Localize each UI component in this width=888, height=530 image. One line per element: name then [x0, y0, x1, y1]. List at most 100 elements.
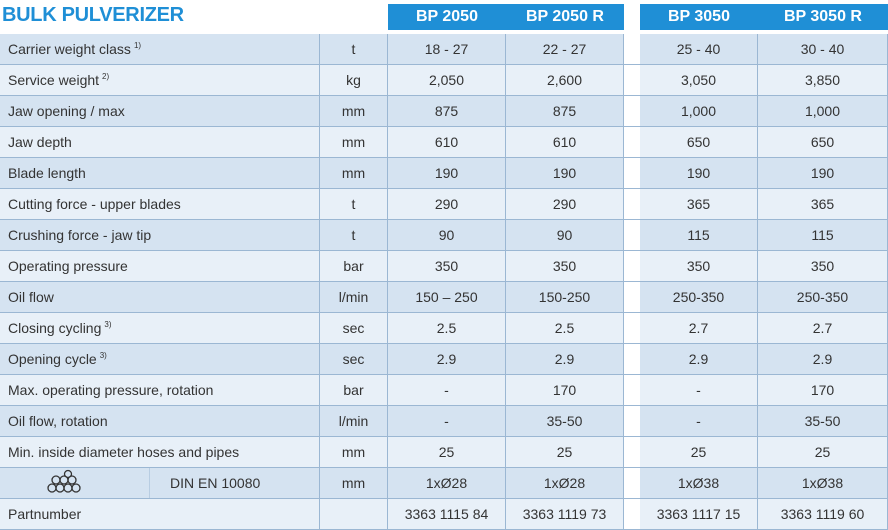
value-cell: 290: [388, 189, 506, 219]
value-cell: 875: [506, 96, 624, 126]
unit: t: [320, 220, 388, 250]
unit: l/min: [320, 406, 388, 436]
value-cell: 1xØ38: [758, 468, 888, 498]
value-cell: 90: [388, 220, 506, 250]
value-cell: 190: [640, 158, 758, 188]
unit: sec: [320, 344, 388, 374]
value-cell: 2.7: [640, 313, 758, 343]
value-cell: 25 - 40: [640, 34, 758, 64]
value-cell: 1xØ38: [640, 468, 758, 498]
value-cell: -: [640, 375, 758, 405]
value-cell: 2.5: [506, 313, 624, 343]
row-label: Jaw depth: [0, 127, 320, 157]
value-cell: 875: [388, 96, 506, 126]
rebar-icon: [47, 468, 150, 498]
row-label-text: Min. inside diameter hoses and pipes: [8, 444, 240, 460]
footnote-ref: 1): [133, 41, 142, 50]
value-cell: 2.9: [388, 344, 506, 374]
value-cell: 22 - 27: [506, 34, 624, 64]
row-label-text: Opening cycle: [8, 351, 97, 367]
column-header: BP 3050 R: [758, 4, 888, 30]
gap: [624, 468, 640, 499]
value-cell: 170: [506, 375, 624, 405]
value-cell: 610: [506, 127, 624, 157]
unit: [320, 499, 388, 529]
value-cell: 3363 1117 15: [640, 499, 758, 529]
row-line: [0, 219, 888, 220]
row-label-text: Partnumber: [8, 506, 82, 522]
row-label: Opening cycle 3): [0, 344, 320, 374]
gap: [624, 34, 640, 65]
value-cell: 2.9: [640, 344, 758, 374]
row-line: [0, 405, 888, 406]
value-cell: 3363 1119 73: [506, 499, 624, 529]
value-cell: 2.5: [388, 313, 506, 343]
row-line: [0, 343, 888, 344]
value-cell: 115: [758, 220, 888, 250]
value-cell: 3363 1115 84: [388, 499, 506, 529]
value-cell: 3363 1119 60: [758, 499, 888, 529]
value-cell: -: [388, 375, 506, 405]
unit: mm: [320, 468, 388, 498]
value-cell: 2.9: [758, 344, 888, 374]
gap: [624, 158, 640, 189]
row-label: Oil flow: [0, 282, 320, 312]
value-cell: 35-50: [758, 406, 888, 436]
value-cell: 170: [758, 375, 888, 405]
value-cell: 35-50: [506, 406, 624, 436]
value-cell: -: [640, 406, 758, 436]
value-cell: 250-350: [758, 282, 888, 312]
row-line: [0, 188, 888, 189]
row-line: [0, 374, 888, 375]
row-label: Oil flow, rotation: [0, 406, 320, 436]
row-line: [0, 126, 888, 127]
row-line: [0, 95, 888, 96]
value-cell: 290: [506, 189, 624, 219]
unit: kg: [320, 65, 388, 95]
value-cell: 115: [640, 220, 758, 250]
gap: [624, 127, 640, 158]
footnote-ref: 2): [102, 72, 110, 81]
value-cell: 150-250: [506, 282, 624, 312]
unit: mm: [320, 127, 388, 157]
gap: [624, 375, 640, 406]
row-line: [0, 157, 888, 158]
gap: [624, 65, 640, 96]
footnote-ref: 3): [104, 320, 112, 329]
value-cell: 190: [388, 158, 506, 188]
value-cell: 2.9: [506, 344, 624, 374]
value-cell: 1xØ28: [388, 468, 506, 498]
value-cell: 2.7: [758, 313, 888, 343]
row-label-text: DIN EN 10080: [170, 475, 261, 491]
row-label-text: Cutting force - upper blades: [8, 196, 181, 212]
row-label-text: Oil flow: [8, 289, 54, 305]
unit: t: [320, 189, 388, 219]
gap: [624, 96, 640, 127]
value-cell: 30 - 40: [758, 34, 888, 64]
gap: [624, 251, 640, 282]
row-label-text: Carrier weight class: [8, 41, 131, 57]
row-label: Blade length: [0, 158, 320, 188]
row-label-text: Operating pressure: [8, 258, 128, 274]
row-label: Closing cycling 3): [0, 313, 320, 343]
value-cell: 610: [388, 127, 506, 157]
row-label: Partnumber: [0, 499, 320, 529]
row-label-text: Jaw opening / max: [8, 103, 125, 119]
value-cell: 250-350: [640, 282, 758, 312]
value-cell: 1xØ28: [506, 468, 624, 498]
row-label: Operating pressure: [0, 251, 320, 281]
value-cell: 150 – 250: [388, 282, 506, 312]
value-cell: 3,050: [640, 65, 758, 95]
row-label: Min. inside diameter hoses and pipes: [0, 437, 320, 467]
value-cell: 25: [758, 437, 888, 467]
unit: l/min: [320, 282, 388, 312]
column-header: BP 3050: [640, 4, 758, 30]
value-cell: 1,000: [758, 96, 888, 126]
unit: mm: [320, 437, 388, 467]
unit: t: [320, 34, 388, 64]
row-label-text: Blade length: [8, 165, 86, 181]
value-cell: 25: [388, 437, 506, 467]
row-label-text: Service weight: [8, 72, 100, 88]
unit: bar: [320, 251, 388, 281]
